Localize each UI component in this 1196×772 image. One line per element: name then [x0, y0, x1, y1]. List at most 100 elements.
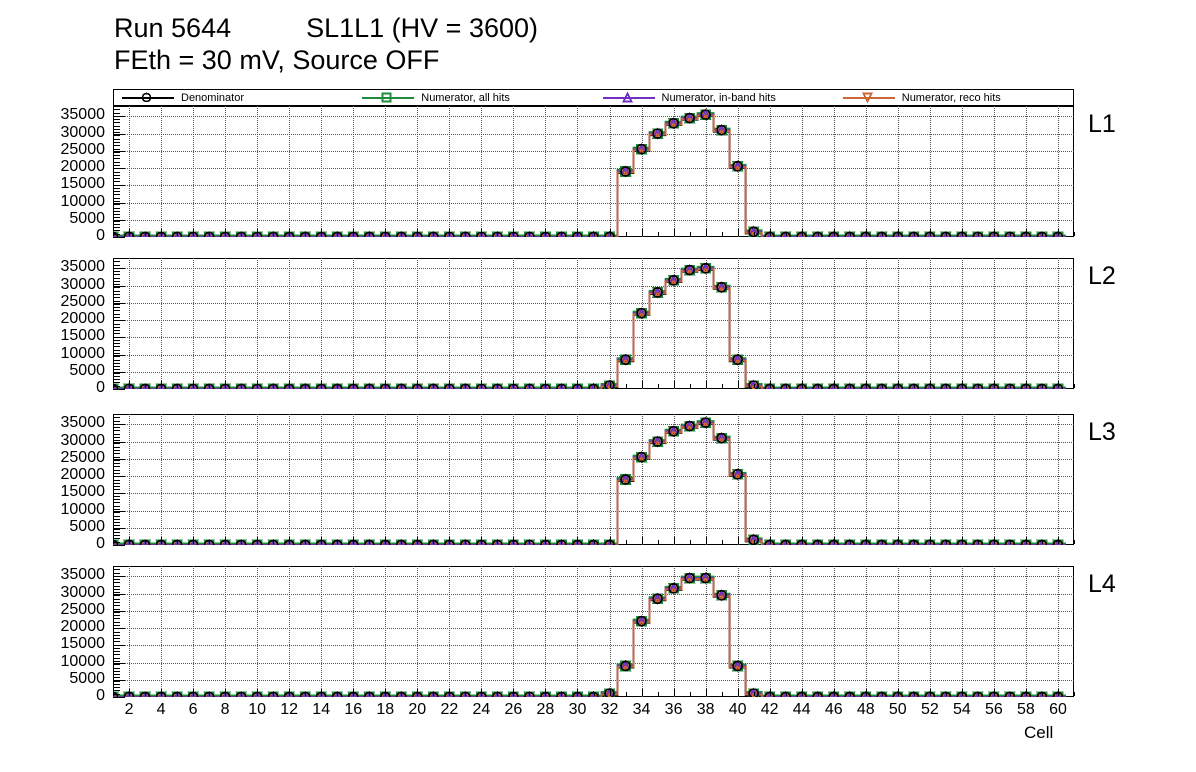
y-axis-minor-tick [113, 323, 120, 325]
x-axis-tick [769, 689, 771, 696]
grid-line-vertical [129, 258, 131, 389]
y-axis-minor-tick [113, 217, 120, 219]
y-axis-label: 20000 [60, 618, 106, 636]
y-axis-minor-tick [113, 145, 120, 147]
x-axis-tick [721, 232, 723, 236]
grid-line-vertical [993, 258, 995, 389]
x-axis-tick [769, 229, 771, 236]
grid-line-vertical [385, 414, 387, 545]
x-axis-tick [529, 384, 531, 388]
grid-line-horizontal [113, 371, 1074, 373]
y-axis-minor-tick [113, 482, 120, 484]
x-axis-tick [305, 232, 307, 236]
x-axis-tick [753, 540, 755, 544]
x-axis-tick [737, 229, 739, 236]
x-axis-tick [721, 692, 723, 696]
panel-l3 [113, 414, 1075, 546]
x-axis-tick [337, 232, 339, 236]
x-axis-tick [625, 540, 627, 544]
title-line-1: Run 5644 SL1L1 (HV = 3600) [114, 13, 539, 43]
y-axis-minor-tick [113, 598, 120, 600]
x-axis-tick [897, 537, 899, 544]
x-axis-tick [1025, 689, 1027, 696]
x-axis-tick [849, 692, 851, 696]
y-axis-minor-tick [113, 541, 120, 543]
grid-line-vertical [449, 414, 451, 545]
grid-line-vertical [257, 258, 259, 389]
y-axis-minor-tick [113, 115, 120, 117]
series-markers [113, 263, 1064, 389]
x-axis-tick [353, 689, 355, 696]
x-axis-tick [817, 692, 819, 696]
grid-line-vertical [449, 258, 451, 389]
grid-line-horizontal [113, 320, 1074, 322]
y-axis-minor-tick [113, 641, 120, 643]
x-axis-tick [833, 537, 835, 544]
series-layer [113, 571, 1066, 697]
series-layer [113, 108, 1066, 237]
x-axis-tick [977, 232, 979, 236]
x-axis-tick [993, 689, 995, 696]
x-axis-tick [673, 689, 675, 696]
y-axis-major-tick [113, 679, 125, 681]
series-markers [113, 108, 1062, 237]
y-axis-major-tick [113, 628, 125, 630]
y-axis-minor-tick [113, 151, 120, 153]
grid-line-vertical [257, 414, 259, 545]
x-axis-tick [289, 537, 291, 544]
y-axis-minor-tick [113, 508, 120, 510]
series-line [600, 268, 763, 389]
grid-line-vertical [705, 414, 707, 545]
x-axis-label: 26 [504, 701, 523, 718]
y-axis-minor-tick [113, 132, 120, 134]
grid-line-horizontal [113, 628, 1074, 630]
x-axis-tick [449, 381, 451, 388]
y-axis-minor-tick [113, 362, 120, 364]
y-axis-major-tick [113, 133, 125, 135]
x-axis-tick [561, 384, 563, 388]
x-axis-tick [1025, 381, 1027, 388]
x-axis-tick [177, 692, 179, 696]
y-axis-minor-tick [113, 459, 120, 461]
x-axis-tick [689, 540, 691, 544]
y-axis-major-tick [113, 285, 125, 287]
y-axis-major-tick [113, 268, 125, 270]
x-axis-tick [609, 229, 611, 236]
y-axis-minor-tick [113, 446, 120, 448]
x-axis-tick [705, 537, 707, 544]
y-axis-minor-tick [113, 297, 120, 299]
y-axis-minor-tick [113, 414, 120, 415]
x-axis-tick [577, 689, 579, 696]
grid-line-horizontal [113, 679, 1074, 681]
x-axis-tick [209, 232, 211, 236]
x-axis-tick [113, 384, 114, 388]
x-axis-tick [401, 384, 403, 388]
x-axis-tick [929, 381, 931, 388]
x-axis-tick [817, 232, 819, 236]
plot-area [113, 414, 1074, 545]
x-axis-tick [225, 381, 227, 388]
y-axis-major-tick [113, 354, 125, 356]
y-axis-minor-tick [113, 440, 120, 442]
x-axis-tick [257, 229, 259, 236]
y-axis-minor-tick [113, 339, 120, 341]
legend-label: Numerator, in-band hits [661, 91, 776, 104]
x-axis-tick [801, 689, 803, 696]
x-axis-tick [881, 384, 883, 388]
y-axis-minor-tick [113, 274, 120, 276]
grid-line-horizontal [113, 662, 1074, 664]
x-axis-tick [817, 540, 819, 544]
y-axis-minor-tick [113, 369, 120, 371]
x-axis-tick [465, 232, 467, 236]
grid-line-vertical [801, 566, 803, 697]
x-axis-label: 22 [440, 701, 459, 718]
grid-line-vertical [961, 258, 963, 389]
y-axis-minor-tick [113, 333, 120, 335]
grid-line-vertical [609, 258, 611, 389]
x-axis-tick [449, 537, 451, 544]
legend-entry: Denominator [122, 90, 244, 105]
x-axis-tick [433, 540, 435, 544]
x-axis-tick [913, 384, 915, 388]
x-axis-tick [145, 232, 147, 236]
legend-label: Numerator, all hits [421, 91, 510, 104]
